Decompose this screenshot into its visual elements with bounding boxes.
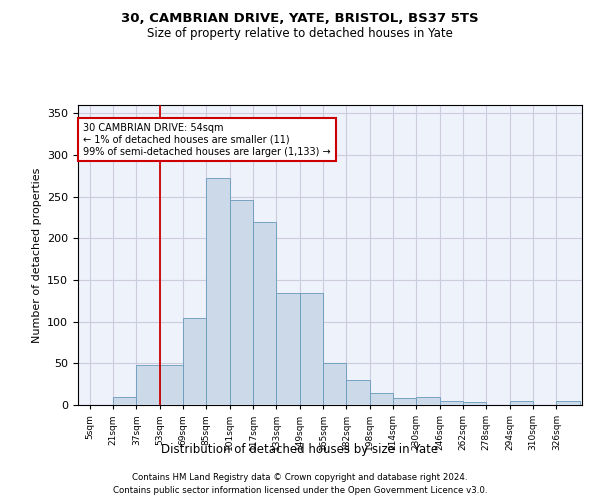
Text: Contains HM Land Registry data © Crown copyright and database right 2024.: Contains HM Land Registry data © Crown c… [132,472,468,482]
Bar [299,292,323,405]
Bar [440,401,463,405]
Bar [253,222,277,405]
Bar [393,398,416,405]
Bar [160,365,183,405]
Bar [206,178,230,405]
Bar [277,292,299,405]
Bar [463,402,487,405]
Bar [183,318,206,405]
Text: Size of property relative to detached houses in Yate: Size of property relative to detached ho… [147,28,453,40]
Y-axis label: Number of detached properties: Number of detached properties [32,168,41,342]
Text: 30, CAMBRIAN DRIVE, YATE, BRISTOL, BS37 5TS: 30, CAMBRIAN DRIVE, YATE, BRISTOL, BS37 … [121,12,479,26]
Bar [346,380,370,405]
Text: 30 CAMBRIAN DRIVE: 54sqm
← 1% of detached houses are smaller (11)
99% of semi-de: 30 CAMBRIAN DRIVE: 54sqm ← 1% of detache… [83,124,331,156]
Bar [230,200,253,405]
Text: Contains public sector information licensed under the Open Government Licence v3: Contains public sector information licen… [113,486,487,495]
Text: Distribution of detached houses by size in Yate: Distribution of detached houses by size … [161,442,439,456]
Bar [370,392,393,405]
Bar [323,364,346,405]
Bar [509,401,533,405]
Bar [416,396,440,405]
Bar [113,396,136,405]
Bar [136,365,160,405]
Bar [556,401,580,405]
